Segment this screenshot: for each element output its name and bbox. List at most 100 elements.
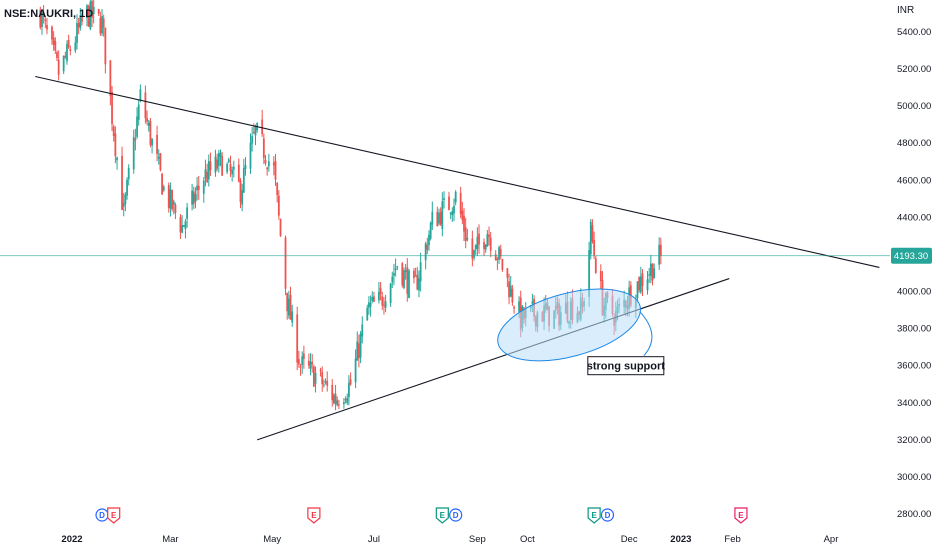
- candle: [56, 50, 58, 62]
- candle: [174, 202, 177, 220]
- candle: [291, 304, 294, 327]
- candle: [274, 153, 277, 186]
- trendline[interactable]: [35, 75, 880, 268]
- candle: [358, 334, 360, 368]
- candle: [354, 349, 357, 389]
- candle: [57, 50, 60, 81]
- trendline[interactable]: [256, 278, 730, 441]
- candle: [459, 186, 462, 219]
- y-tick-label: 3800.00: [897, 324, 931, 335]
- candle: [659, 237, 662, 265]
- candle: [251, 127, 254, 152]
- price-axis[interactable]: 2800.00 3000.00 3200.00 3400.00 3600.00 3800.…: [897, 27, 931, 520]
- candle: [646, 271, 649, 295]
- candle: [473, 249, 475, 261]
- candle: [371, 291, 374, 304]
- event-marker[interactable]: E: [435, 507, 449, 524]
- candle: [336, 396, 339, 407]
- time-axis[interactable]: 2022 Mar May Jul Sep Oct Dec 2023 Feb Apr: [61, 534, 838, 545]
- candle: [349, 372, 352, 386]
- candle: [184, 218, 187, 239]
- candle: [474, 244, 477, 255]
- candle: [111, 86, 113, 132]
- candle: [401, 262, 404, 288]
- candle: [301, 351, 304, 375]
- candle: [636, 281, 639, 303]
- event-marker[interactable]: D: [95, 508, 109, 522]
- y-tick-label: 3400.00: [897, 398, 931, 409]
- candle: [289, 286, 292, 320]
- candle: [508, 273, 510, 305]
- candle: [46, 17, 48, 35]
- candle: [403, 267, 405, 290]
- candle: [39, 6, 42, 30]
- candle: [147, 119, 150, 132]
- event-marker[interactable]: E: [107, 507, 121, 524]
- candle: [476, 227, 479, 257]
- candle: [589, 218, 592, 260]
- candle: [262, 133, 265, 164]
- candle: [194, 187, 197, 209]
- candle: [231, 166, 234, 182]
- candle: [404, 264, 407, 280]
- candle: [413, 267, 415, 284]
- y-tick-label: 4800.00: [897, 138, 931, 149]
- candle: [191, 183, 194, 211]
- candle: [126, 177, 128, 200]
- candle: [179, 214, 182, 240]
- x-tick-label: 2023: [670, 534, 691, 545]
- symbol-label: NSE:NAUKRI, 1D: [4, 8, 94, 20]
- candle: [332, 392, 335, 405]
- candle: [74, 36, 77, 54]
- candle: [334, 384, 337, 411]
- candle: [356, 331, 359, 361]
- candle: [114, 126, 117, 164]
- candle: [488, 226, 490, 246]
- x-tick-label: Oct: [520, 534, 535, 545]
- candle: [227, 157, 230, 164]
- event-marker[interactable]: E: [734, 507, 748, 524]
- candle: [87, 4, 90, 28]
- candle: [232, 160, 235, 178]
- candle: [368, 296, 370, 315]
- event-marker[interactable]: E: [587, 507, 601, 524]
- candle: [186, 202, 189, 228]
- candle: [112, 124, 115, 142]
- candle: [221, 151, 224, 176]
- candle: [312, 364, 315, 387]
- candle: [359, 331, 362, 364]
- candle: [648, 267, 651, 283]
- event-marker[interactable]: E: [307, 507, 321, 524]
- candle: [169, 182, 172, 217]
- candle: [311, 353, 314, 373]
- candle: [361, 316, 364, 344]
- candle: [309, 353, 312, 376]
- candle: [286, 292, 289, 320]
- candle: [81, 13, 83, 26]
- candle: [338, 399, 340, 410]
- candle: [92, 0, 95, 24]
- event-marker[interactable]: D: [449, 508, 463, 522]
- last-price-badge: [891, 247, 932, 264]
- candle: [226, 162, 229, 175]
- candle: [638, 276, 641, 293]
- candle: [276, 182, 279, 203]
- candle: [321, 366, 324, 392]
- annotation-callout[interactable]: strong support: [587, 311, 666, 376]
- x-tick-label: Mar: [162, 534, 178, 545]
- candle: [252, 123, 255, 135]
- candle: [454, 190, 457, 206]
- candle: [408, 268, 410, 299]
- support-ellipse[interactable]: [490, 275, 648, 374]
- event-letter: E: [311, 511, 317, 520]
- candle: [393, 263, 395, 286]
- candle: [279, 218, 282, 237]
- candle: [284, 235, 287, 296]
- candle: [192, 186, 195, 209]
- candle: [346, 393, 349, 406]
- event-marker[interactable]: D: [600, 508, 615, 522]
- candle: [319, 367, 322, 377]
- candle: [54, 37, 57, 54]
